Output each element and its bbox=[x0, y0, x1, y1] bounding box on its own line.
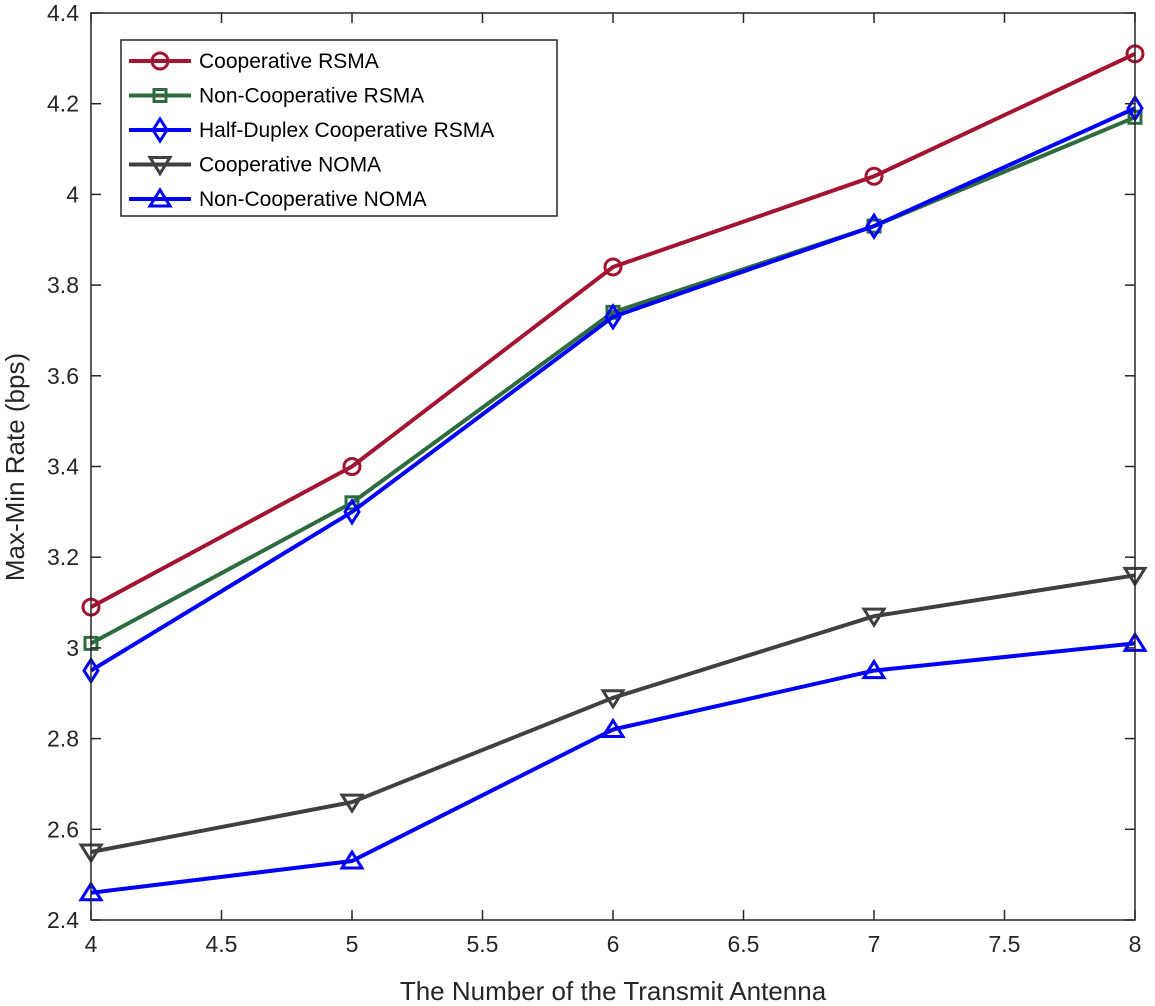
x-tick-label: 7.5 bbox=[989, 931, 1021, 957]
legend-label: Non-Cooperative NOMA bbox=[199, 188, 427, 211]
legend-marker bbox=[151, 116, 169, 144]
series-line bbox=[90, 573, 1136, 854]
y-tick-label: 3.8 bbox=[47, 272, 79, 298]
data-point bbox=[861, 607, 887, 628]
legend-entry: Cooperative RSMA bbox=[129, 50, 379, 73]
legend-marker bbox=[150, 51, 170, 71]
series-3 bbox=[82, 94, 1144, 685]
x-tick-label: 8 bbox=[1129, 931, 1142, 957]
x-tick-label: 5 bbox=[346, 931, 359, 957]
data-point bbox=[864, 166, 884, 186]
y-tick-label: 2.6 bbox=[47, 816, 79, 842]
data-point bbox=[603, 257, 623, 277]
y-tick-label: 3.2 bbox=[47, 544, 79, 570]
legend-label: Cooperative NOMA bbox=[199, 154, 381, 177]
data-point bbox=[600, 689, 626, 710]
legend-entry: Half-Duplex Cooperative RSMA bbox=[129, 116, 494, 144]
x-tick-label: 6 bbox=[607, 931, 620, 957]
axes: 4 4.5 5 5.5 6 6.5 7 7.5 8 2.4 2.6 2.8 3 3.2 3.4 3.6 3.8 4… bbox=[47, 0, 1141, 957]
legend-marker bbox=[147, 156, 173, 177]
x-tick-label: 7 bbox=[868, 931, 881, 957]
legend-entry: Cooperative NOMA bbox=[129, 154, 381, 177]
x-tick-label: 6.5 bbox=[728, 931, 760, 957]
legend-box bbox=[120, 39, 558, 217]
data-point bbox=[343, 498, 361, 526]
series-line bbox=[89, 106, 1136, 673]
legend-label: Half-Duplex Cooperative RSMA bbox=[199, 119, 494, 142]
legend-label: Non-Cooperative RSMA bbox=[199, 85, 424, 108]
legend: Cooperative RSMA Non-Cooperative RSMA Half… bbox=[120, 39, 558, 217]
y-tick-label: 3 bbox=[66, 635, 79, 661]
data-point bbox=[342, 457, 362, 476]
data-point bbox=[344, 495, 360, 511]
data-point bbox=[604, 303, 622, 331]
legend-entry: Non-Cooperative NOMA bbox=[129, 187, 427, 211]
y-tick-label: 4.4 bbox=[47, 0, 79, 26]
data-point bbox=[865, 212, 883, 240]
x-tick-label: 4.5 bbox=[206, 931, 238, 957]
data-point bbox=[600, 717, 626, 739]
y-tick-label: 2.4 bbox=[47, 907, 79, 933]
data-point bbox=[339, 793, 365, 814]
x-tick-label: 5.5 bbox=[467, 931, 499, 957]
series-line bbox=[90, 51, 1136, 609]
series-line bbox=[90, 641, 1136, 895]
legend-marker bbox=[147, 187, 173, 208]
y-tick-label: 4 bbox=[66, 181, 79, 207]
x-tick-label: 4 bbox=[85, 931, 98, 957]
series-line bbox=[90, 115, 1136, 646]
legend-entry: Non-Cooperative RSMA bbox=[129, 85, 424, 108]
legend-marker bbox=[152, 88, 168, 103]
y-tick-label: 2.8 bbox=[47, 726, 79, 752]
y-tick-label: 3.6 bbox=[47, 363, 79, 389]
data-point bbox=[861, 658, 887, 680]
series-5 bbox=[78, 631, 1148, 902]
y-tick-label: 3.4 bbox=[47, 454, 79, 480]
y-tick-label: 4.2 bbox=[47, 91, 79, 117]
y-axis-label: Max-Min Rate (bps) bbox=[0, 353, 30, 581]
legend-label: Cooperative RSMA bbox=[199, 50, 379, 73]
data-point bbox=[339, 849, 365, 870]
x-axis-label: The Number of the Transmit Antenna bbox=[400, 976, 827, 1006]
